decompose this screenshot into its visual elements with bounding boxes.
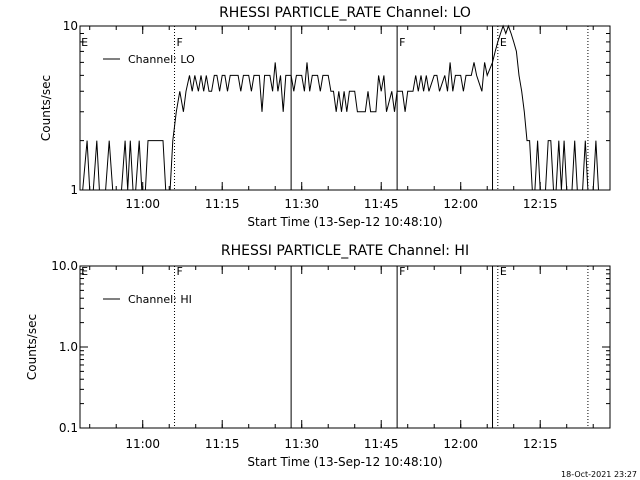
event-flag-label: E [81,265,88,278]
event-flag-label: F [399,36,405,49]
y-tick-label: 1 [70,183,78,197]
y-tick-label: 10.0 [51,259,78,273]
chart-panel-1: RHESSI PARTICLE_RATE Channel: LO Start Ti… [39,5,611,229]
event-flag-label: E [500,265,507,278]
x-tick-label: 11:30 [284,437,319,451]
y-tick-label: 10 [63,19,78,33]
x-axis-label: Start Time (13-Sep-12 10:48:10) [247,215,442,229]
x-tick-label: 11:00 [125,437,160,451]
event-flag-label: F [177,36,183,49]
chart-title: RHESSI PARTICLE_RATE Channel: HI [221,243,469,259]
plot-frame [79,25,611,191]
event-flag-label: E [81,36,88,49]
x-tick-label: 11:15 [205,197,240,211]
x-tick-label: 12:00 [443,437,478,451]
event-flag-label: F [177,265,183,278]
y-tick-label: 0.1 [59,421,78,435]
y-axis-label: Counts/sec [39,75,53,141]
x-tick-label: 11:00 [125,197,160,211]
plot-timestamp: 18-Oct-2021 23:27 [561,470,637,479]
x-tick-label: 11:15 [205,437,240,451]
event-flag-label: E [500,36,507,49]
x-tick-label: 11:45 [364,197,399,211]
x-tick-label: 12:15 [523,197,558,211]
x-tick-label: 11:45 [364,437,399,451]
y-tick-label: 1.0 [59,340,78,354]
x-tick-label: 12:15 [523,437,558,451]
x-axis-label: Start Time (13-Sep-12 10:48:10) [247,455,442,469]
chart-title: RHESSI PARTICLE_RATE Channel: LO [219,5,471,21]
plot-frame [79,265,611,429]
legend-label: Channel: LO [128,53,195,66]
chart-panel-2: RHESSI PARTICLE_RATE Channel: HI Start Ti… [25,243,611,469]
x-tick-label: 12:00 [443,197,478,211]
x-tick-label: 11:30 [284,197,319,211]
legend-label: Channel: HI [128,293,192,306]
series-line [82,24,599,191]
event-flag-label: F [399,265,405,278]
y-axis-label: Counts/sec [25,314,39,380]
